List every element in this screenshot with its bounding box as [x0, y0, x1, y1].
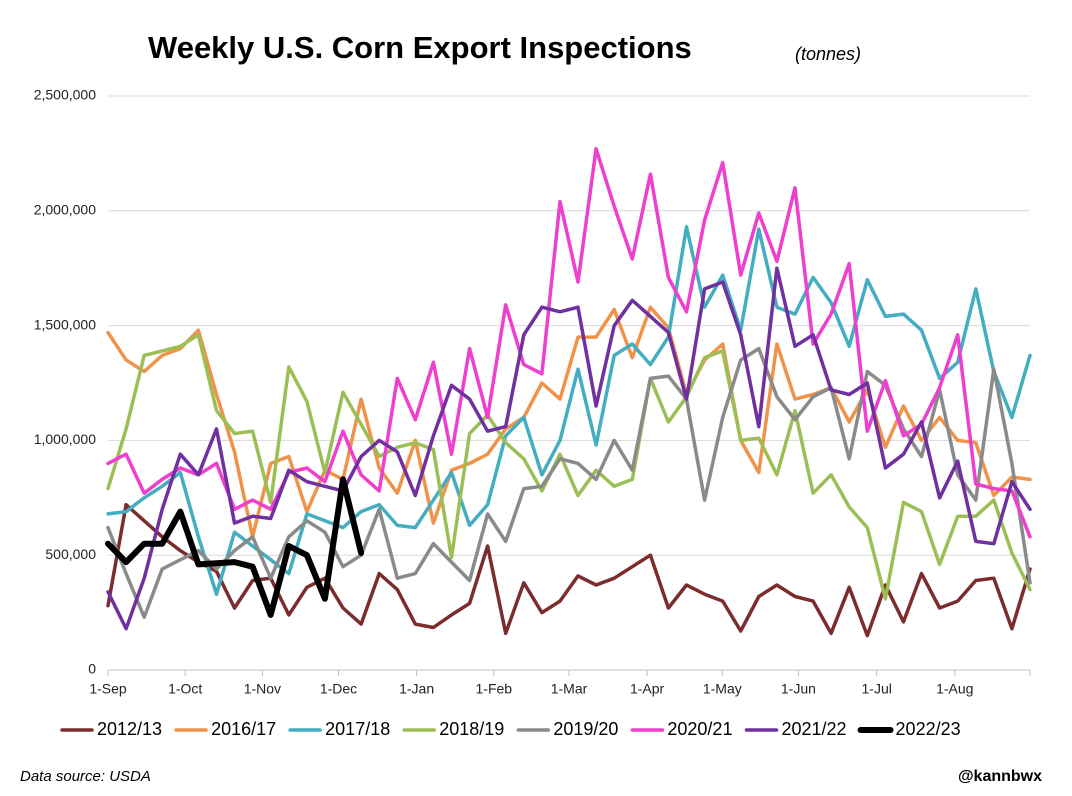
legend-label: 2017/18	[325, 719, 390, 739]
y-tick-label: 1,000,000	[34, 431, 96, 447]
y-tick-label: 0	[88, 661, 96, 677]
y-tick-label: 2,500,000	[34, 87, 96, 103]
x-tick-label: 1-Aug	[936, 681, 973, 697]
legend-label: 2018/19	[439, 719, 504, 739]
x-tick-label: 1-Jan	[399, 681, 434, 697]
series-line	[106, 346, 1032, 619]
x-tick-label: 1-Mar	[551, 681, 588, 697]
x-tick-label: 1-Nov	[244, 681, 281, 697]
legend-label: 2019/20	[553, 719, 618, 739]
series-line	[106, 333, 1032, 601]
y-tick-label: 1,500,000	[34, 316, 96, 332]
x-tick-label: 1-Sep	[89, 681, 127, 697]
x-tick-label: 1-Oct	[168, 681, 202, 697]
credit: @kannbwx	[958, 768, 1042, 785]
series-line	[106, 266, 1032, 631]
legend-label: 2012/13	[97, 719, 162, 739]
y-tick-label: 2,000,000	[34, 202, 96, 218]
x-tick-label: 1-May	[703, 681, 742, 697]
x-tick-label: 1-Apr	[630, 681, 665, 697]
y-tick-label: 500,000	[45, 546, 96, 562]
x-tick-label: 1-Dec	[320, 681, 357, 697]
series-line	[106, 147, 1032, 539]
series-line	[106, 502, 1032, 638]
legend-label: 2016/17	[211, 719, 276, 739]
x-tick-label: 1-Jul	[862, 681, 892, 697]
x-tick-label: 1-Feb	[476, 681, 513, 697]
chart-subtitle: (tonnes)	[795, 44, 861, 64]
legend-label: 2021/22	[781, 719, 846, 739]
chart-title: Weekly U.S. Corn Export Inspections	[148, 30, 692, 65]
x-tick-label: 1-Jun	[781, 681, 816, 697]
source-note: Data source: USDA	[20, 768, 151, 785]
series-line	[106, 225, 1032, 596]
legend-label: 2020/21	[667, 719, 732, 739]
series-line	[105, 476, 365, 618]
legend-label: 2022/23	[896, 719, 961, 739]
